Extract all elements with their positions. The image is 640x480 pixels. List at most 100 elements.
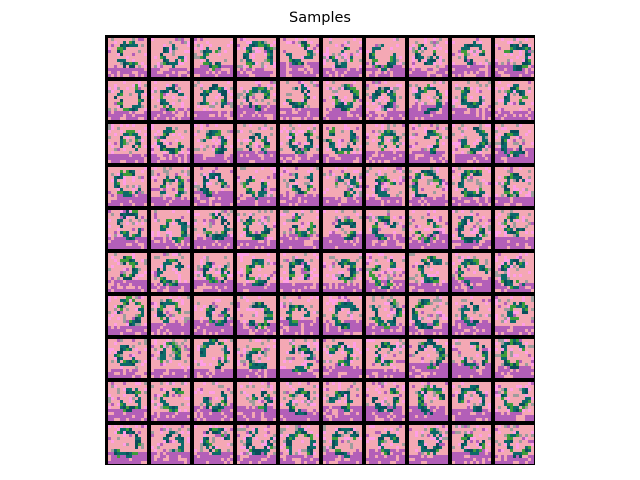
sample-texture (452, 253, 491, 292)
sample-texture (495, 253, 534, 292)
sample-texture (194, 81, 233, 120)
sample-texture (237, 382, 276, 421)
sample-image (280, 296, 319, 335)
sample-texture (409, 425, 448, 464)
sample-image (495, 81, 534, 120)
sample-texture (237, 425, 276, 464)
sample-image (452, 296, 491, 335)
sample-texture (151, 382, 190, 421)
sample-image (108, 124, 147, 163)
sample-texture (108, 38, 147, 77)
sample-texture (194, 210, 233, 249)
sample-image (237, 253, 276, 292)
sample-texture (237, 339, 276, 378)
sample-image (108, 296, 147, 335)
sample-image (323, 167, 362, 206)
sample-image (237, 124, 276, 163)
sample-image (237, 296, 276, 335)
sample-texture (108, 382, 147, 421)
sample-image (366, 167, 405, 206)
sample-image (151, 124, 190, 163)
sample-image (495, 167, 534, 206)
sample-texture (280, 425, 319, 464)
sample-image (237, 382, 276, 421)
sample-image (151, 253, 190, 292)
sample-image (108, 81, 147, 120)
sample-texture (409, 339, 448, 378)
sample-image (151, 167, 190, 206)
sample-texture (323, 382, 362, 421)
sample-image (108, 339, 147, 378)
sample-image (409, 38, 448, 77)
sample-texture (237, 167, 276, 206)
sample-image (409, 339, 448, 378)
sample-image (280, 167, 319, 206)
sample-image (280, 382, 319, 421)
sample-image (280, 253, 319, 292)
sample-image (194, 425, 233, 464)
sample-texture (409, 296, 448, 335)
sample-image (366, 81, 405, 120)
sample-image (452, 167, 491, 206)
sample-texture (237, 296, 276, 335)
sample-texture (151, 167, 190, 206)
sample-image (409, 253, 448, 292)
sample-image (151, 38, 190, 77)
sample-image (108, 210, 147, 249)
sample-image (323, 296, 362, 335)
sample-texture (495, 167, 534, 206)
sample-image (495, 382, 534, 421)
sample-texture (237, 81, 276, 120)
sample-texture (366, 38, 405, 77)
sample-texture (280, 339, 319, 378)
sample-texture (495, 38, 534, 77)
sample-texture (280, 167, 319, 206)
sample-image (151, 210, 190, 249)
sample-texture (237, 210, 276, 249)
sample-image (409, 296, 448, 335)
sample-texture (108, 296, 147, 335)
sample-image (323, 210, 362, 249)
sample-image (323, 124, 362, 163)
sample-image (452, 210, 491, 249)
sample-texture (409, 253, 448, 292)
sample-image (237, 38, 276, 77)
sample-texture (323, 339, 362, 378)
sample-texture (151, 296, 190, 335)
sample-texture (323, 296, 362, 335)
sample-texture (495, 81, 534, 120)
sample-texture (280, 124, 319, 163)
sample-image (495, 38, 534, 77)
sample-texture (366, 167, 405, 206)
sample-texture (280, 296, 319, 335)
sample-texture (194, 296, 233, 335)
sample-image (452, 425, 491, 464)
sample-texture (452, 339, 491, 378)
sample-image (108, 382, 147, 421)
sample-image (280, 124, 319, 163)
sample-image (194, 167, 233, 206)
sample-image (452, 382, 491, 421)
sample-image (495, 210, 534, 249)
sample-image (323, 38, 362, 77)
sample-image (151, 296, 190, 335)
sample-image (194, 38, 233, 77)
sample-image (409, 210, 448, 249)
sample-texture (409, 124, 448, 163)
sample-texture (151, 253, 190, 292)
sample-image (237, 425, 276, 464)
sample-image (151, 382, 190, 421)
sample-image (237, 167, 276, 206)
sample-image (237, 339, 276, 378)
sample-image (409, 81, 448, 120)
sample-texture (366, 124, 405, 163)
sample-texture (280, 38, 319, 77)
sample-texture (108, 210, 147, 249)
sample-image (194, 339, 233, 378)
sample-texture (495, 124, 534, 163)
sample-texture (366, 81, 405, 120)
sample-grid (105, 35, 535, 465)
sample-texture (452, 124, 491, 163)
sample-texture (452, 81, 491, 120)
sample-image (452, 38, 491, 77)
